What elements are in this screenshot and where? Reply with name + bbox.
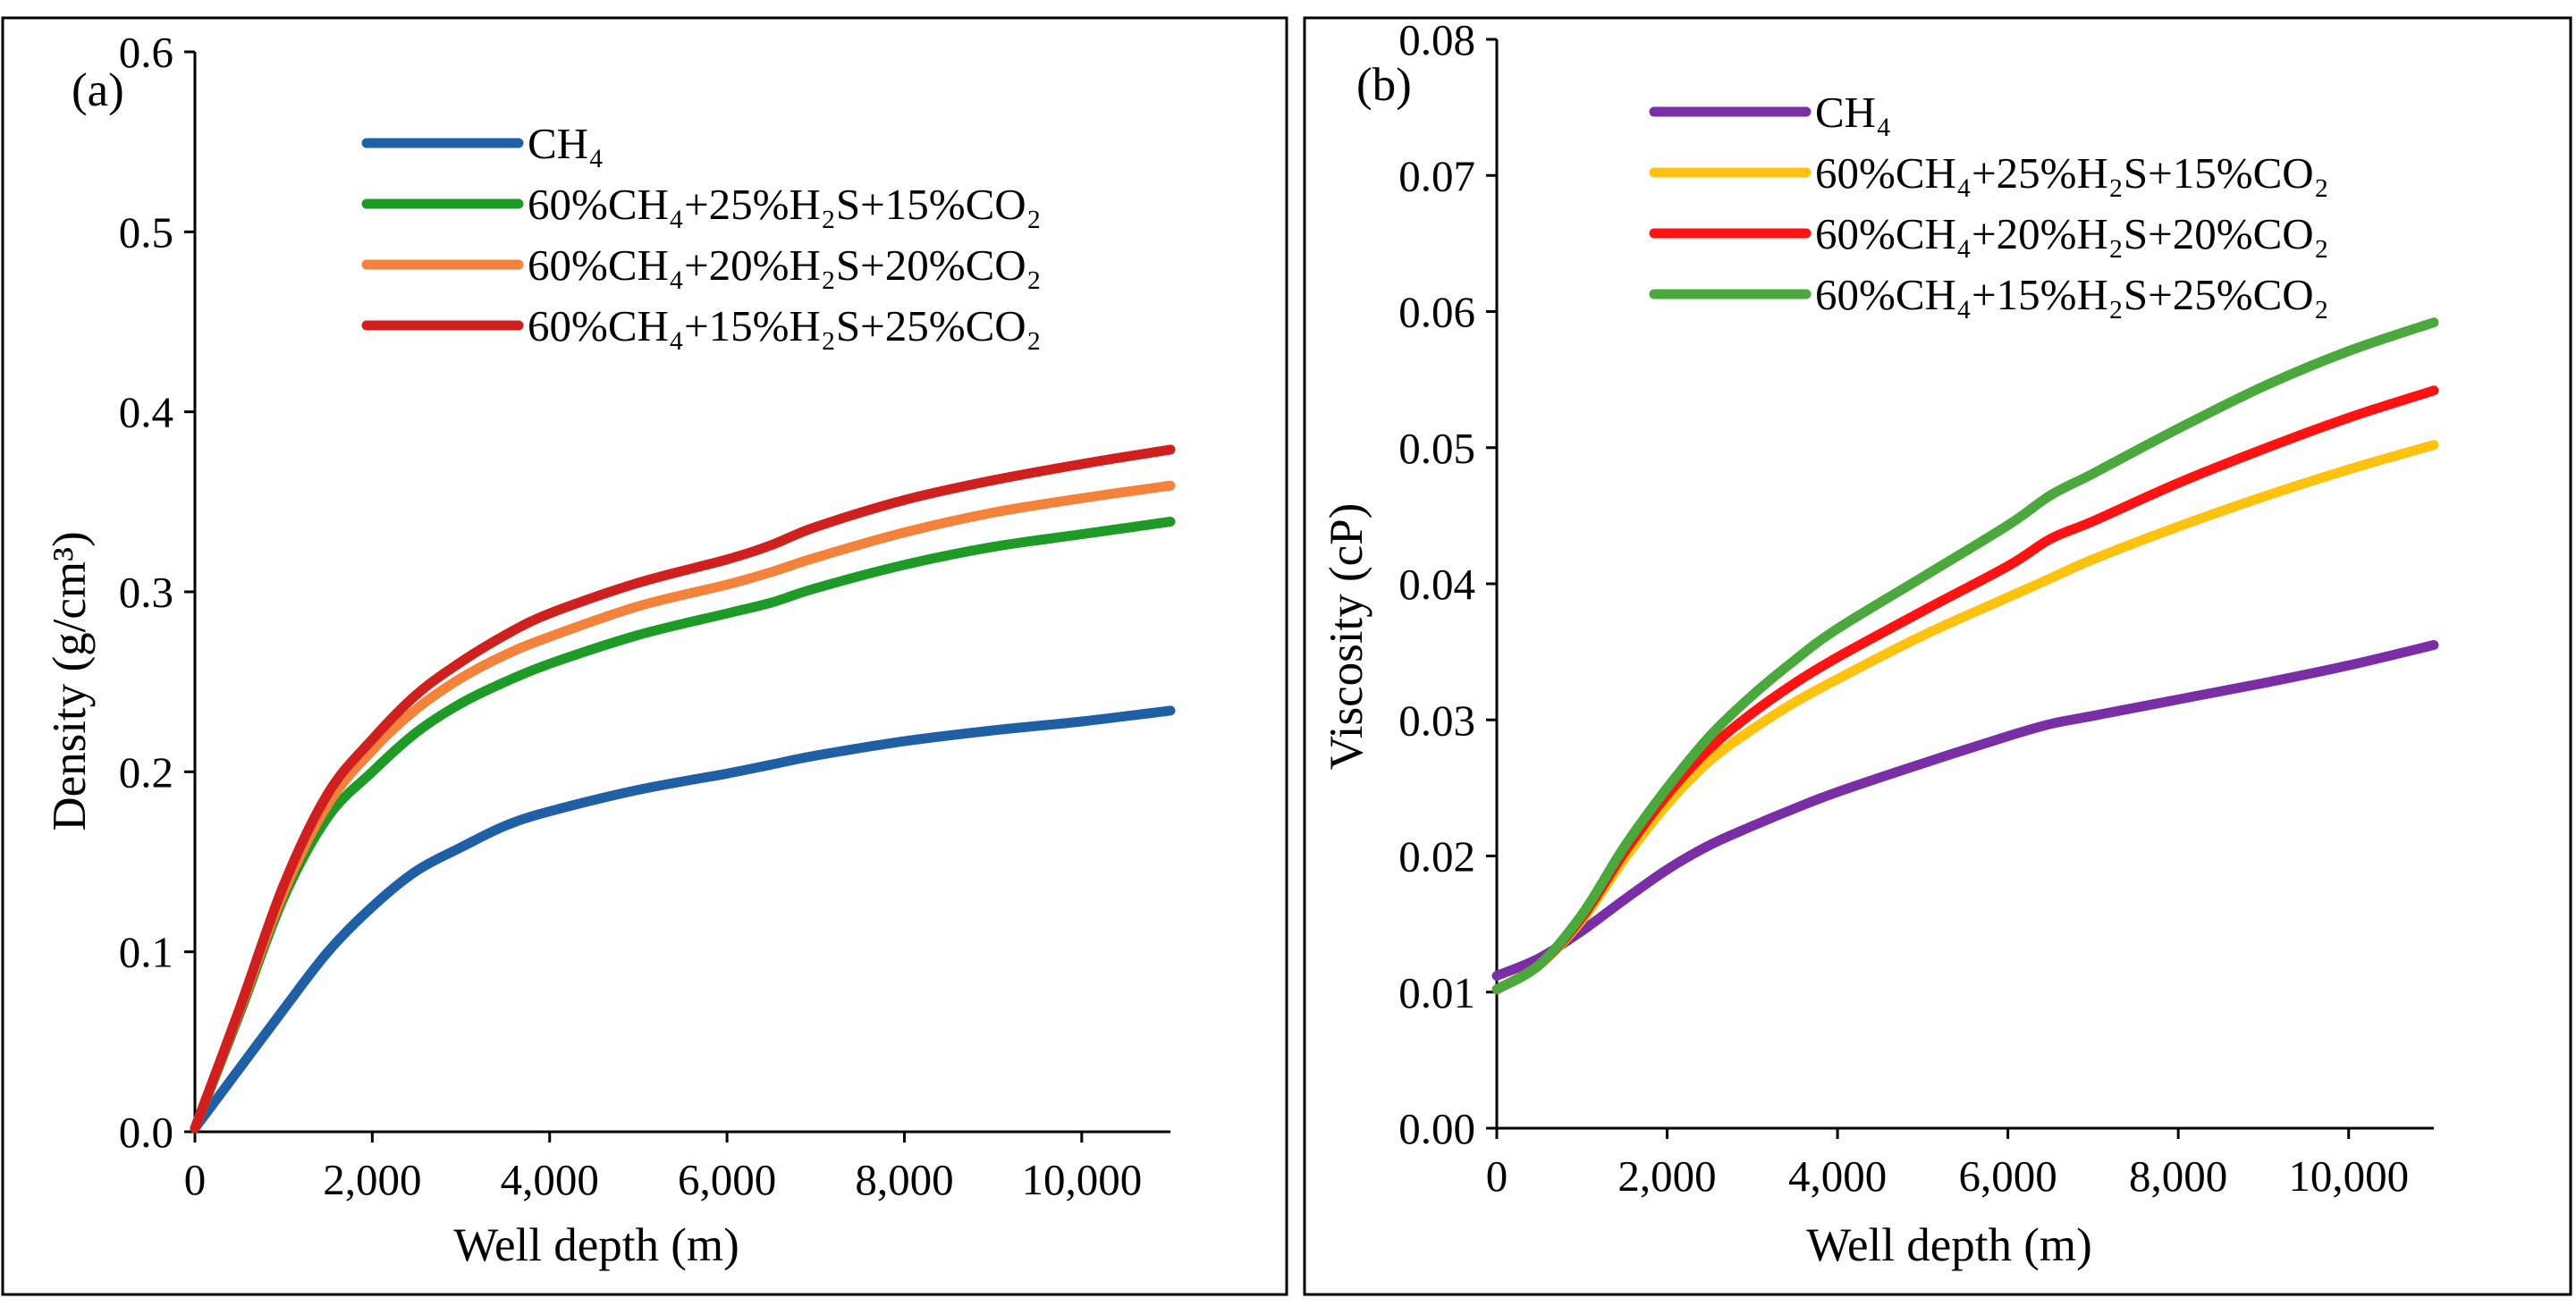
panel-b-y-tick-label: 0.02 (1398, 832, 1475, 881)
panel-a-x-tick-label: 10,000 (1021, 1155, 1142, 1204)
panel-a-legend-label-1: CH₄ (528, 119, 604, 168)
panel-b-series-line-3 (1491, 385, 2439, 995)
panel-b-x-tick-label: 2,000 (1617, 1151, 1716, 1201)
panel-b-series-line-1 (1491, 640, 2439, 981)
panel-a-legend: CH₄ 60%CH₄+25%H₂S+15%CO₂ 60%CH₄+20%H₂S+20%… (361, 119, 1042, 350)
panel-a-series-line-4 (190, 444, 1176, 1134)
panel-b-series-line-4 (1491, 317, 2439, 995)
panel-a-label: (a) (72, 64, 124, 116)
panel-b-frame (1303, 16, 2572, 1296)
panel-a-legend-label-4: 60%CH₄+15%H₂S+25%CO₂ (528, 301, 1042, 350)
panel-a-frame (1, 16, 1288, 1296)
panel-a-y-tick-label: 0.3 (119, 568, 173, 617)
panel-a-y-tick-label: 0.2 (119, 747, 173, 797)
panel-b-label: (b) (1356, 59, 1412, 111)
panel-a-axes: 0.0 0.1 0.2 0.3 0.4 0.5 0.6 0 2,000 4,000 6,000 8,0… (119, 28, 1170, 1204)
panel-a-y-axis-title: Density (g/cm³) (44, 531, 96, 831)
panel-a-y-tick-label: 0.1 (119, 928, 173, 977)
panel-a-legend-label-2: 60%CH₄+25%H₂S+15%CO₂ (528, 180, 1042, 229)
panel-b-y-tick-label: 0.00 (1398, 1104, 1475, 1153)
panel-b-x-tick-label: 10,000 (2288, 1151, 2409, 1201)
panel-a-y-tick-label: 0.0 (119, 1108, 173, 1157)
panel-b-x-tick-label: 6,000 (1959, 1151, 2057, 1201)
panel-a-x-tick-label: 2,000 (323, 1155, 421, 1204)
panel-b-x-tick-label: 4,000 (1788, 1151, 1887, 1201)
panel-b-y-tick-label: 0.06 (1398, 288, 1475, 337)
panel-b-y-tick-label: 0.07 (1398, 151, 1475, 200)
panel-b-axes: 0.00 0.01 0.02 0.03 0.04 0.05 0.06 0.07 0.08 0 2,0… (1398, 15, 2434, 1201)
panel-a-x-tick-label: 4,000 (501, 1155, 599, 1204)
panel-b-series-line-2 (1491, 440, 2439, 995)
panel-a-series-line-1 (190, 705, 1176, 1134)
panel-a-x-tick-label: 6,000 (678, 1155, 776, 1204)
panel-b-legend-label-2: 60%CH₄+25%H₂S+15%CO₂ (1815, 148, 2329, 198)
panel-b-legend-label-3: 60%CH₄+20%H₂S+20%CO₂ (1815, 209, 2329, 258)
panel-b-legend-label-1: CH₄ (1815, 88, 1891, 137)
panel-a-x-tick-label: 0 (184, 1155, 207, 1204)
panel-b-y-axis-title: Viscosity (cP) (1321, 503, 1372, 771)
panel-a-y-tick-label: 0.5 (119, 207, 173, 257)
panel-b-x-tick-label: 8,000 (2129, 1151, 2227, 1201)
panel-b-y-tick-label: 0.04 (1398, 560, 1475, 609)
panel-b-x-tick-label: 0 (1486, 1151, 1508, 1201)
panel-a-series (190, 444, 1176, 1134)
panel-b-x-axis-title: Well depth (m) (1806, 1219, 2092, 1271)
panel-a-y-tick-label: 0.4 (119, 388, 173, 437)
panel-a-x-tick-label: 8,000 (855, 1155, 953, 1204)
panel-b-y-tick-label: 0.08 (1398, 15, 1475, 64)
panel-b-series (1491, 317, 2439, 995)
panel-b-legend-label-4: 60%CH₄+15%H₂S+25%CO₂ (1815, 270, 2329, 319)
panel-b-y-tick-label: 0.01 (1398, 968, 1475, 1017)
panel-a-legend-label-3: 60%CH₄+20%H₂S+20%CO₂ (528, 240, 1042, 290)
panel-a-series-line-2 (190, 517, 1176, 1134)
panel-a-y-tick-label: 0.6 (119, 28, 173, 77)
panel-a-x-axis-title: Well depth (m) (453, 1219, 739, 1271)
panel-b-y-tick-label: 0.05 (1398, 424, 1475, 473)
panel-b-legend: CH₄ 60%CH₄+25%H₂S+15%CO₂ 60%CH₄+20%H₂S+20%… (1649, 88, 2329, 319)
panel-b-y-tick-label: 0.03 (1398, 696, 1475, 745)
